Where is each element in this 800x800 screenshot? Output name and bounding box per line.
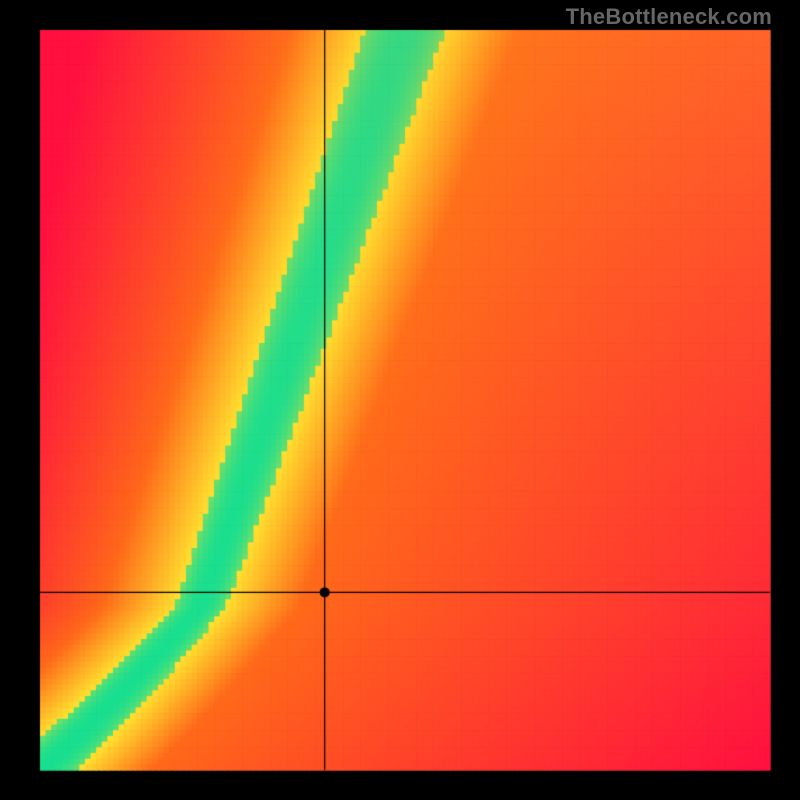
heatmap-canvas [0,0,800,800]
chart-container: TheBottleneck.com [0,0,800,800]
watermark-text: TheBottleneck.com [566,4,772,30]
